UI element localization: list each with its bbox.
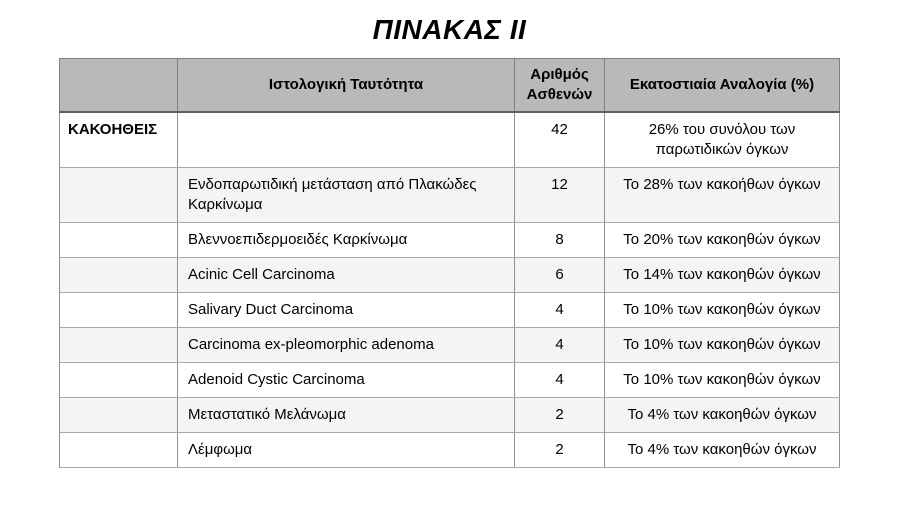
cell-category: ΚΑΚΟΗΘΕΙΣ bbox=[59, 111, 178, 168]
cell-patients: 4 bbox=[514, 327, 605, 363]
table-row: Acinic Cell Carcinoma 6 Το 14% των κακοη… bbox=[59, 257, 840, 293]
cell-histology: Carcinoma ex-pleomorphic adenoma bbox=[177, 327, 515, 363]
cell-category bbox=[59, 257, 178, 293]
table-row: ΚΑΚΟΗΘΕΙΣ 42 26% του συνόλου των παρωτιδ… bbox=[59, 111, 840, 168]
cell-patients: 12 bbox=[514, 167, 605, 223]
cell-percentage: Το 10% των κακοηθών όγκων bbox=[604, 327, 840, 363]
cell-percentage: Το 4% των κακοηθών όγκων bbox=[604, 397, 840, 433]
cell-category bbox=[59, 222, 178, 258]
table-row: Λέμφωμα 2 Το 4% των κακοηθών όγκων bbox=[59, 432, 840, 468]
cell-patients: 4 bbox=[514, 362, 605, 398]
table-row: Βλεννοεπιδερμοειδές Καρκίνωμα 8 Το 20% τ… bbox=[59, 222, 840, 258]
column-header-category bbox=[59, 58, 178, 113]
cell-category bbox=[59, 432, 178, 468]
cell-percentage: 26% του συνόλου των παρωτιδικών όγκων bbox=[604, 111, 840, 168]
cell-histology: Salivary Duct Carcinoma bbox=[177, 292, 515, 328]
cell-histology: Ενδοπαρωτιδική μετάσταση από Πλακώδες Κα… bbox=[177, 167, 515, 223]
table-row: Adenoid Cystic Carcinoma 4 Το 10% των κα… bbox=[59, 362, 840, 398]
cell-histology: Μεταστατικό Μελάνωμα bbox=[177, 397, 515, 433]
cell-patients: 42 bbox=[514, 111, 605, 168]
cell-patients: 4 bbox=[514, 292, 605, 328]
cell-patients: 6 bbox=[514, 257, 605, 293]
cell-histology: Acinic Cell Carcinoma bbox=[177, 257, 515, 293]
table-row: Carcinoma ex-pleomorphic adenoma 4 Το 10… bbox=[59, 327, 840, 363]
cell-category bbox=[59, 397, 178, 433]
cell-category bbox=[59, 292, 178, 328]
cell-percentage: Το 10% των κακοηθών όγκων bbox=[604, 362, 840, 398]
table-row: Μεταστατικό Μελάνωμα 2 Το 4% των κακοηθώ… bbox=[59, 397, 840, 433]
cell-category bbox=[59, 167, 178, 223]
table-row: Ενδοπαρωτιδική μετάσταση από Πλακώδες Κα… bbox=[59, 167, 840, 223]
cell-histology: Λέμφωμα bbox=[177, 432, 515, 468]
cell-histology: Βλεννοεπιδερμοειδές Καρκίνωμα bbox=[177, 222, 515, 258]
cell-percentage: Το 10% των κακοηθών όγκων bbox=[604, 292, 840, 328]
table-row: Salivary Duct Carcinoma 4 Το 10% των κακ… bbox=[59, 292, 840, 328]
cell-histology: Adenoid Cystic Carcinoma bbox=[177, 362, 515, 398]
column-header-percentage: Εκατοστιαία Αναλογία (%) bbox=[604, 58, 840, 113]
cell-percentage: Το 14% των κακοηθών όγκων bbox=[604, 257, 840, 293]
cell-percentage: Το 28% των κακοήθων όγκων bbox=[604, 167, 840, 223]
cell-patients: 8 bbox=[514, 222, 605, 258]
cell-patients: 2 bbox=[514, 397, 605, 433]
cell-category bbox=[59, 327, 178, 363]
column-header-patients: Αριθμός Ασθενών bbox=[514, 58, 605, 113]
cell-histology bbox=[177, 111, 515, 168]
cell-percentage: Το 4% των κακοηθών όγκων bbox=[604, 432, 840, 468]
cell-category bbox=[59, 362, 178, 398]
page-title: ΠΙΝΑΚΑΣ II bbox=[372, 14, 527, 45]
header-row: Ιστολογική Ταυτότητα Αριθμός Ασθενών Εκα… bbox=[59, 58, 840, 113]
column-header-histology: Ιστολογική Ταυτότητα bbox=[177, 58, 515, 113]
cell-patients: 2 bbox=[514, 432, 605, 468]
data-table: Ιστολογική Ταυτότητα Αριθμός Ασθενών Εκα… bbox=[59, 58, 840, 468]
cell-percentage: Το 20% των κακοηθών όγκων bbox=[604, 222, 840, 258]
